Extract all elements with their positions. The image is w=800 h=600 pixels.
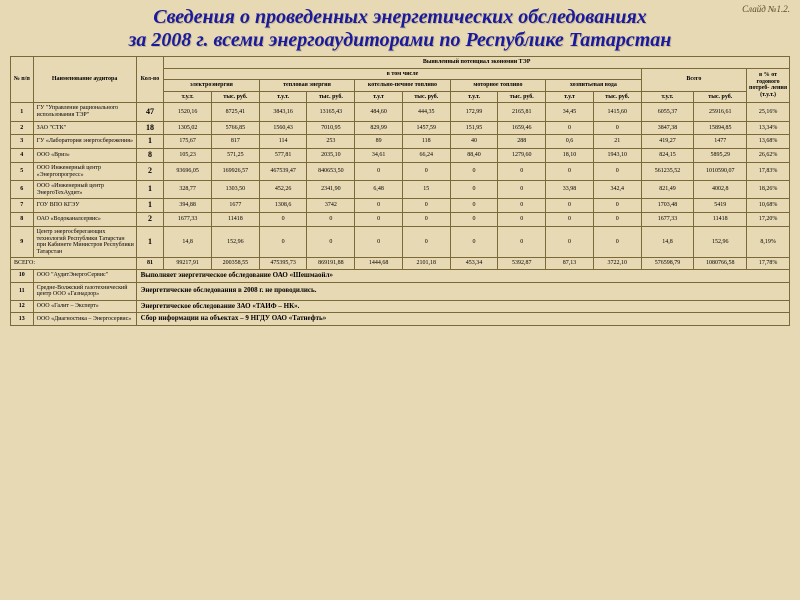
- hdr-potential: Выявленный потенциал экономии ТЭР: [164, 57, 790, 69]
- note-row: 11Средне-Волжский газотехнический центр …: [11, 282, 790, 300]
- hdr-motor: моторное топливо: [450, 80, 545, 92]
- hdr-unit: т.у.т: [546, 91, 594, 103]
- total-row: ВСЕГО:8199217,91200358,55475395,73869191…: [11, 258, 790, 270]
- hdr-unit: т.у.т.: [641, 91, 694, 103]
- hdr-water: хозпитьевая вода: [546, 80, 641, 92]
- hdr-kol: Кол-во: [136, 57, 164, 103]
- hdr-unit: тыс. руб.: [694, 91, 747, 103]
- hdr-unit: тыс. руб.: [307, 91, 355, 103]
- hdr-unit: тыс. руб.: [402, 91, 450, 103]
- hdr-unit: тыс. руб.: [498, 91, 546, 103]
- hdr-heat: тепловая энергия: [259, 80, 354, 92]
- hdr-unit: т.у.т.: [164, 91, 212, 103]
- page-title: Сведения о проведенных энергетических об…: [10, 6, 790, 52]
- table-row: 2ЗАО "СТК"181305,025766,851560,437010,95…: [11, 121, 790, 135]
- table-row: 6ООО «Инженерный центр ЭнергоТехАудит»13…: [11, 181, 790, 199]
- hdr-unit: т.у.т: [355, 91, 403, 103]
- hdr-name: Наименование аудитора: [33, 57, 136, 103]
- table-row: 7ГОУ ВПО КГЭУ1394,8816771308,63742000000…: [11, 199, 790, 213]
- table-row: 9Центр энергосберегающих технологий Респ…: [11, 226, 790, 257]
- table-row: 5ООО Инженерный центр «Энергопрогресс»29…: [11, 162, 790, 180]
- table-row: 1ГУ "Управление рационального использова…: [11, 103, 790, 121]
- note-row: 12ООО «Галит – Эксперт»Энергетическое об…: [11, 300, 790, 313]
- hdr-electro: электроэнергия: [164, 80, 259, 92]
- data-table: № п/п Наименование аудитора Кол-во Выявл…: [10, 56, 790, 326]
- table-row: 3ГУ «Лаборатория энергосбережения»1175,6…: [11, 135, 790, 149]
- slide-number: Слайд №1.2.: [742, 4, 790, 14]
- table-header: № п/п Наименование аудитора Кол-во Выявл…: [11, 57, 790, 103]
- hdr-total: Всего: [641, 68, 747, 91]
- note-row: 13ООО «Диагностика – Энергосервис»Сбор и…: [11, 313, 790, 326]
- hdr-unit: тыс. руб.: [212, 91, 260, 103]
- hdr-idx: № п/п: [11, 57, 34, 103]
- hdr-unit: т.у.т.: [259, 91, 307, 103]
- hdr-unit: т.у.т.: [450, 91, 498, 103]
- table-body: 1ГУ "Управление рационального использова…: [11, 103, 790, 326]
- hdr-boiler: котельно-печное топливо: [355, 80, 450, 92]
- table-row: 8ОАО «Водоканалсервис»21677,331141800000…: [11, 213, 790, 227]
- hdr-pct: в % от годового потреб- ления (т.у.т.): [747, 68, 790, 103]
- table-row: 4ООО «Вриз»8105,23571,25577,812035,1034,…: [11, 149, 790, 163]
- note-row: 10ООО "АудитЭнергоСервис"Выполняет энерг…: [11, 269, 790, 282]
- hdr-unit: тыс. руб.: [593, 91, 641, 103]
- hdr-subgroup: в том числе: [164, 68, 641, 80]
